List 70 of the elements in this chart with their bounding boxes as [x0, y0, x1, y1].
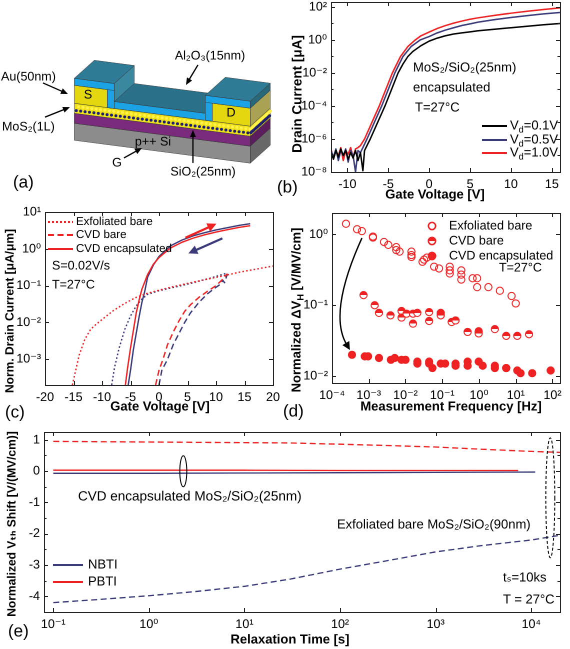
annotation: T=27°C	[499, 260, 542, 274]
y-axis-title: Norm. Drain Current [μA/μm]	[2, 228, 16, 394]
legend-label: CVD bare	[76, 229, 126, 242]
legend-label: CVD encapsulated	[449, 248, 554, 262]
x-tick-label: 10¹	[235, 616, 254, 631]
x-tick-label: 10³	[426, 616, 445, 631]
x-tick-label: -15	[64, 390, 83, 404]
text: p++ Si	[134, 134, 172, 148]
annotation: CVD encapsulated MoS₂/SiO₂(25nm)	[78, 488, 302, 504]
y-tick-label: 10⁻²	[16, 314, 41, 329]
x-tick-label: 10	[209, 390, 223, 404]
x-tick-label: 0	[426, 176, 433, 191]
y-tick-label: 10⁻⁸	[301, 164, 327, 178]
annotation: encapsulated	[413, 80, 490, 95]
annotation: T = 27°C	[503, 592, 555, 607]
x-tick-label: 10⁴	[522, 616, 541, 631]
y-tick-label: 10⁻⁴	[301, 98, 327, 112]
x-tick-label: 5	[184, 390, 192, 404]
x-tick-label: -10	[92, 390, 112, 404]
x-tick-label: -10	[338, 176, 356, 191]
x-tick-label: -20	[36, 390, 54, 404]
legend-label: Exfoliated bare	[449, 218, 532, 232]
text: SiO₂(25nm)	[170, 164, 236, 178]
y-tick-label: 0	[33, 464, 40, 478]
x-tick-label: 10⁰	[139, 616, 158, 631]
y-tick-label: -2	[28, 526, 40, 540]
legend-label: PBTI	[88, 574, 117, 589]
y-tick-label: 10²	[308, 0, 327, 14]
y-tick-label: 10⁰	[308, 32, 327, 46]
annotation: MoS₂/SiO₂(25nm)	[413, 60, 516, 75]
text: (b)	[277, 178, 298, 197]
y-tick-label: 10⁻¹	[303, 298, 328, 312]
text: (c)	[5, 402, 25, 422]
text: Al₂O₃(15nm)	[174, 48, 246, 62]
y-tick-label: 10⁰	[309, 226, 328, 241]
x-tick-label: 10²	[543, 388, 562, 402]
text: (d)	[283, 402, 304, 421]
y-tick-label: 10⁻²	[303, 368, 328, 383]
y-tick-label: 10⁻³	[16, 352, 41, 366]
x-tick-label: 10⁻⁴	[319, 388, 345, 402]
y-axis-title: Normalized Vₜₕ Shift [V/(MV/cm)]	[4, 431, 18, 617]
y-tick-label: 10⁻¹	[16, 278, 41, 292]
y-tick-label: -1	[28, 494, 40, 509]
legend-label: Exfoliated bare	[76, 216, 153, 228]
y-tick-label: 10⁰	[22, 241, 41, 256]
x-tick-label: 10²	[331, 616, 350, 631]
x-tick-label: 15	[238, 390, 252, 404]
text: D	[226, 105, 236, 120]
x-tick-label: 20	[266, 390, 280, 404]
text: (a)	[13, 172, 34, 192]
y-tick-label: -4	[28, 588, 40, 603]
y-tick-label: 10⁻²	[302, 65, 327, 80]
annotation: tₛ=10ks	[503, 570, 548, 585]
y-tick-label: 10¹	[22, 204, 41, 218]
x-axis-title: Relaxation Time [s]	[230, 632, 350, 647]
annotation: T=27°C	[415, 100, 460, 115]
text: (e)	[8, 622, 29, 641]
y-tick-label: 1	[33, 432, 40, 446]
annotation: T=27°C	[52, 277, 95, 292]
annotation: Exfoliated bare MoS₂/SiO₂(90nm)	[337, 516, 531, 532]
text: G	[112, 155, 122, 170]
text: Au(50nm)	[1, 69, 56, 84]
y-tick-label: -3	[28, 557, 40, 572]
x-tick-label: 15	[544, 176, 559, 191]
legend-label: NBTI	[88, 556, 118, 572]
text: MoS₂(1L)	[2, 119, 55, 134]
legend-label: CVD bare	[449, 233, 504, 248]
annotation: S=0.02V/s	[52, 258, 110, 272]
text: S	[84, 87, 92, 102]
x-tick-label: 10	[504, 176, 518, 191]
